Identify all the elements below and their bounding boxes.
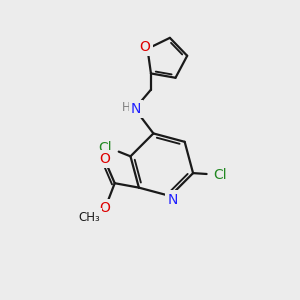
- Text: O: O: [100, 152, 110, 166]
- Text: CH₃: CH₃: [78, 211, 100, 224]
- Text: N: N: [131, 102, 141, 116]
- Text: Cl: Cl: [214, 168, 227, 182]
- Text: O: O: [140, 40, 151, 54]
- Text: H: H: [122, 101, 130, 114]
- Text: Cl: Cl: [98, 140, 112, 154]
- Text: N: N: [167, 193, 178, 206]
- Text: O: O: [99, 201, 110, 214]
